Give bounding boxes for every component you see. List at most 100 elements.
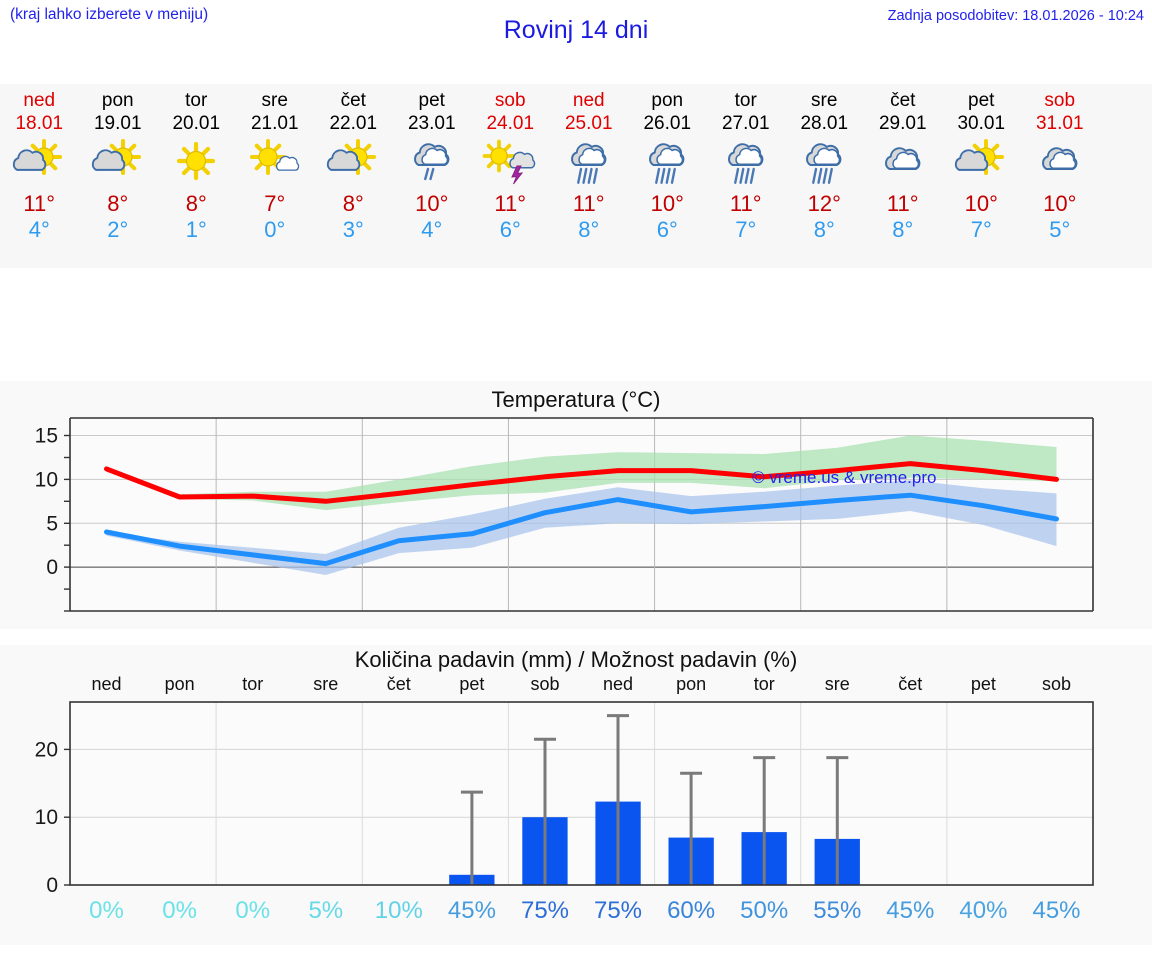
forecast-day[interactable]: sob 31.01 10° 5° [1021,84,1100,268]
forecast-day[interactable]: sre 21.01 7° 0° [236,84,315,268]
forecast-temp-min: 6° [499,217,521,242]
cloud-icon [1023,137,1097,185]
forecast-day-name: sre [811,90,838,111]
temperature-plot: 0 5 10 15 [35,417,1094,612]
cloud-rain-icon [787,137,861,185]
forecast-day-date: 30.01 [957,113,1006,134]
forecast-temp-max: 10° [650,191,684,216]
cloud-rain-icon [552,137,626,185]
forecast-day[interactable]: sre 28.01 12° 8° [785,84,864,268]
svg-text:ned: ned [91,674,121,694]
forecast-day-name: pet [968,90,995,111]
svg-text:pon: pon [676,674,706,694]
forecast-temp-max: 11° [494,191,527,216]
forecast-day[interactable]: ned 25.01 11° 8° [550,84,629,268]
forecast-temp-min: 5° [1049,217,1071,242]
forecast-temp-max: 8° [107,191,129,216]
forecast-temp-max: 8° [342,191,364,216]
forecast-day-date: 27.01 [721,113,770,134]
forecast-day-date: 28.01 [800,113,849,134]
page-title: Rovinj 14 dni [503,16,649,44]
svg-text:pet: pet [971,674,996,694]
forecast-day[interactable]: ned 18.01 11° 4° [0,84,79,268]
svg-text:sre: sre [825,674,850,694]
precipitation-chart-section: Količina padavin (mm) / Možnost padavin … [0,645,1152,945]
svg-text:0%: 0% [89,897,124,924]
forecast-day-name: pet [418,90,445,111]
forecast-day-name: ned [572,90,605,111]
svg-text:tor: tor [754,674,775,694]
forecast-temp-min: 7° [735,217,757,242]
forecast-temp-min: 2° [107,217,129,242]
forecast-day[interactable]: pon 26.01 10° 6° [628,84,707,268]
forecast-day-name: čet [340,90,366,111]
svg-text:0%: 0% [235,897,270,924]
sun-behind-cloud-icon [81,137,155,185]
svg-text:45%: 45% [448,897,496,924]
svg-text:0: 0 [46,556,58,579]
precipitation-chart-title: Količina padavin (mm) / Možnost padavin … [354,647,798,672]
forecast-temp-max: 12° [807,191,841,216]
forecast-day-date: 22.01 [329,113,378,134]
forecast-day-date: 24.01 [486,113,535,134]
forecast-temp-min: 1° [185,217,207,242]
forecast-temp-min: 8° [892,217,914,242]
forecast-day-name: pon [651,90,684,111]
forecast-temp-min: 3° [342,217,364,242]
svg-text:15: 15 [35,425,58,448]
svg-text:čet: čet [387,674,411,694]
forecast-day[interactable]: pon 19.01 8° 2° [79,84,158,268]
forecast-temp-min: 8° [578,217,600,242]
forecast-day-name: sob [494,90,526,111]
forecast-day-date: 20.01 [172,113,221,134]
precipitation-plot: ned pon tor sre čet pet sob ned pon tor sre čet pet s… [35,674,1094,924]
forecast-temp-min: 8° [813,217,835,242]
forecast-temp-max: 7° [264,191,286,216]
sun-small-cloud-icon [238,137,312,185]
svg-text:40%: 40% [959,897,1007,924]
forecast-day-name: sob [1044,90,1076,111]
forecast-temp-max: 8° [185,191,207,216]
svg-text:75%: 75% [594,897,642,924]
forecast-strip: ned 18.01 11° 4° pon 19.01 8° 2° tor 20.01 8° 1°… [0,84,1152,268]
sun-behind-cloud-icon [316,137,390,185]
forecast-day-date: 18.01 [15,113,64,134]
forecast-day[interactable]: tor 20.01 8° 1° [157,84,236,268]
forecast-day-name: pon [101,90,134,111]
sun-icon [159,137,233,185]
sun-behind-cloud-icon [944,137,1018,185]
forecast-day[interactable]: čet 29.01 11° 8° [864,84,943,268]
forecast-day-date: 19.01 [93,113,142,134]
forecast-day[interactable]: tor 27.01 11° 7° [707,84,786,268]
svg-text:tor: tor [242,674,263,694]
svg-text:10: 10 [35,468,58,491]
svg-text:0: 0 [46,874,58,897]
forecast-day[interactable]: pet 23.01 10° 4° [393,84,472,268]
forecast-day-date: 23.01 [407,113,456,134]
svg-text:20: 20 [35,738,58,761]
svg-text:10: 10 [35,806,58,829]
forecast-day-name: čet [890,90,916,111]
forecast-temp-max: 10° [1043,191,1077,216]
forecast-day-name: sre [261,90,288,111]
sun-thunderstorm-icon [473,137,547,185]
forecast-day-date: 31.01 [1035,113,1084,134]
forecast-temp-max: 11° [23,191,56,216]
forecast-day[interactable]: pet 30.01 10° 7° [942,84,1021,268]
svg-text:75%: 75% [521,897,569,924]
svg-text:60%: 60% [667,897,715,924]
forecast-temp-min: 4° [28,217,50,242]
svg-text:5: 5 [46,512,58,535]
svg-text:sre: sre [313,674,338,694]
svg-text:ned: ned [603,674,633,694]
svg-text:5%: 5% [308,897,343,924]
cloud-rain-icon [709,137,783,185]
svg-text:55%: 55% [813,897,861,924]
svg-text:sob: sob [1042,674,1071,694]
svg-text:pet: pet [459,674,484,694]
forecast-day-name: ned [23,90,56,111]
cloud-light-rain-icon [395,137,469,185]
forecast-day[interactable]: sob 24.01 11° 6° [471,84,550,268]
svg-text:50%: 50% [740,897,788,924]
forecast-day[interactable]: čet 22.01 8° 3° [314,84,393,268]
